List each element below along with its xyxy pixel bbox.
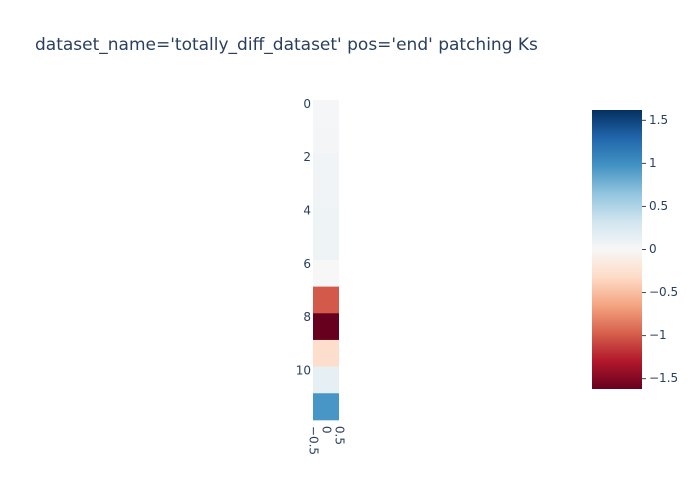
heatmap-cell	[313, 393, 339, 421]
y-tick-label: 2	[303, 150, 311, 164]
colorbar-tick-label: 0	[649, 242, 657, 256]
colorbar-tick-label: 1.5	[649, 113, 668, 127]
colorbar-tick-label: −1	[649, 328, 667, 342]
x-tick-label: 0	[320, 426, 334, 434]
heatmap-cell	[313, 313, 339, 341]
heatmap-cell	[313, 100, 339, 128]
heatmap-cell	[313, 233, 339, 261]
x-tick-label: −0.5	[307, 426, 321, 455]
y-tick-label: 6	[303, 257, 311, 271]
y-axis-ticks: 0 2 4 6 8 10	[296, 97, 311, 378]
y-tick-label: 10	[296, 363, 311, 377]
colorbar-ticks: 1.5 1 0.5 0 −0.5 −1 −1.5	[642, 113, 678, 385]
heatmap-cell	[313, 153, 339, 181]
heatmap-cell	[313, 179, 339, 208]
x-tick-label: 0.5	[333, 426, 347, 445]
y-tick-label: 8	[303, 310, 311, 324]
heatmap-cell	[313, 339, 339, 367]
colorbar-tick-label: −0.5	[649, 285, 678, 299]
colorbar-tick-label: −1.5	[649, 371, 678, 385]
y-tick-label: 4	[303, 203, 311, 217]
heatmap-cell	[313, 286, 339, 314]
chart-title: dataset_name='totally_diff_dataset' pos=…	[35, 35, 538, 55]
y-tick-label: 0	[303, 97, 311, 111]
heatmap-cell	[313, 366, 339, 394]
colorbar	[592, 110, 642, 389]
colorbar-tick-label: 0.5	[649, 199, 668, 213]
heatmap-cells	[313, 100, 339, 421]
heatmap-cell	[313, 126, 339, 154]
heatmap-cell	[313, 206, 339, 234]
colorbar-tick-label: 1	[649, 156, 657, 170]
x-axis-ticks: −0.5 0 0.5	[307, 426, 347, 455]
heatmap-cell	[313, 259, 339, 288]
